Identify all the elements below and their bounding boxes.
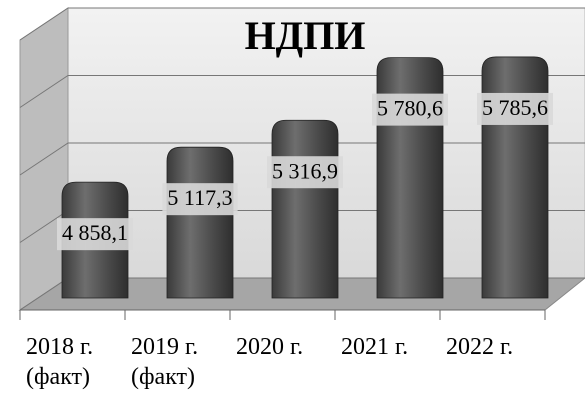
bar [271,119,339,299]
value-label: 5 316,9 [272,158,338,183]
x-tick-label: 2022 г. [446,334,514,360]
value-label-bg [162,183,238,216]
value-label: 5 785,6 [482,95,548,120]
value-label-bg [477,92,553,125]
x-tick-label: 2018 г. (факт) [26,334,94,390]
value-label-bg [372,93,448,126]
grid-line [19,7,585,41]
x-tick-label: 2019 г. (факт) [131,334,199,390]
chart-title: НДПИ [245,13,366,58]
value-label-bg [267,156,343,189]
value-label: 4 858,1 [62,220,128,245]
x-tick-label: 2020 г. [236,334,304,360]
x-tick-label: 2021 г. [341,334,409,360]
bar [166,146,234,299]
value-label: 5 117,3 [167,185,232,210]
value-label-bg [57,218,133,251]
value-label: 5 780,6 [377,96,443,121]
